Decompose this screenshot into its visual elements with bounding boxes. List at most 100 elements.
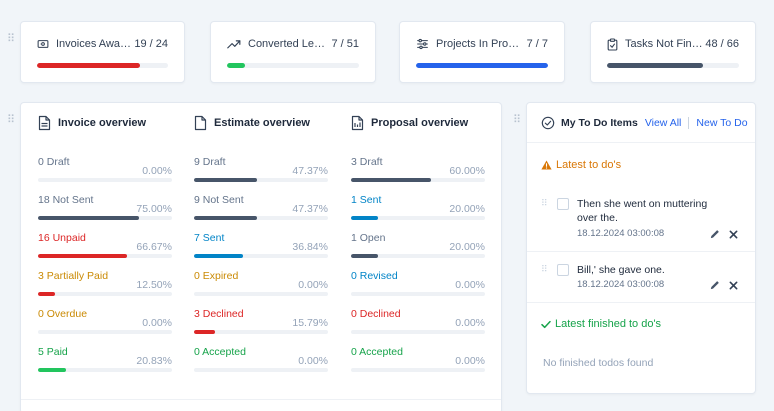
status-row[interactable]: 3 Declined 15.79%	[194, 308, 328, 334]
status-percent: 12.50%	[136, 279, 172, 291]
new-todo-link[interactable]: New To Do	[696, 116, 748, 129]
status-row[interactable]: 0 Revised 0.00%	[351, 270, 485, 296]
divider	[688, 116, 690, 129]
status-progress-bar	[38, 292, 172, 296]
status-progress-bar	[351, 216, 485, 220]
widget-drag-handle[interactable]: ⠿	[513, 113, 521, 126]
status-progress-bar	[351, 178, 485, 182]
status-label: 0 Accepted	[194, 346, 246, 358]
document-icon	[38, 115, 51, 131]
delete-icon[interactable]	[727, 279, 739, 291]
status-progress-bar	[38, 368, 172, 372]
sliders-icon	[417, 38, 428, 50]
stat-card-leads[interactable]: Converted Leads 7 / 51	[210, 21, 376, 83]
status-percent: 20.00%	[449, 241, 485, 253]
estimate-overview-heading[interactable]: Estimate overview	[194, 115, 310, 131]
finance-overview-panel: Invoice overview 0 Draft 0.00% 18 Not Se…	[20, 102, 502, 411]
status-label: 5 Paid	[38, 346, 68, 358]
status-row[interactable]: 7 Sent 36.84%	[194, 232, 328, 258]
status-row[interactable]: 3 Partially Paid 12.50%	[38, 270, 172, 296]
todo-header: My To Do Items View All New To Do	[527, 103, 755, 143]
drag-handle-icon[interactable]: ⠿	[541, 199, 548, 209]
edit-icon[interactable]	[709, 279, 721, 291]
proposal-overview-heading[interactable]: Proposal overview	[351, 115, 468, 131]
status-row[interactable]: 1 Sent 20.00%	[351, 194, 485, 220]
document-text-icon	[351, 115, 364, 131]
status-progress-bar	[194, 216, 328, 220]
finished-todos-heading: Latest finished to do's	[541, 318, 661, 330]
status-label: 0 Overdue	[38, 308, 88, 320]
status-progress-fill	[38, 368, 66, 372]
todo-checkbox[interactable]	[557, 264, 569, 276]
widget-drag-handle[interactable]: ⠿	[7, 113, 15, 126]
status-label: 0 Draft	[38, 156, 70, 168]
status-percent: 66.67%	[136, 241, 172, 253]
status-progress-fill	[38, 254, 128, 258]
invoice-overview-heading[interactable]: Invoice overview	[38, 115, 146, 131]
trending-up-icon	[227, 40, 241, 49]
status-row[interactable]: 0 Overdue 0.00%	[38, 308, 172, 334]
todo-checkbox[interactable]	[557, 198, 569, 210]
status-percent: 0.00%	[298, 355, 328, 367]
status-progress-bar	[351, 254, 485, 258]
status-progress-bar	[351, 368, 485, 372]
status-progress-bar	[38, 330, 172, 334]
status-progress-fill	[194, 178, 258, 182]
divider	[527, 251, 755, 252]
status-label: 9 Not Sent	[194, 194, 244, 206]
status-row[interactable]: 0 Expired 0.00%	[194, 270, 328, 296]
status-progress-fill	[351, 178, 432, 182]
status-label: 1 Open	[351, 232, 386, 244]
status-label: 1 Sent	[351, 194, 382, 206]
stat-count: 19 / 24	[134, 38, 168, 50]
status-label: 0 Expired	[194, 270, 239, 282]
status-percent: 36.84%	[292, 241, 328, 253]
check-icon	[541, 320, 551, 328]
status-row[interactable]: 0 Draft 0.00%	[38, 156, 172, 182]
status-progress-bar	[38, 178, 172, 182]
status-progress-fill	[38, 292, 55, 296]
status-progress-bar	[351, 292, 485, 296]
todo-date: 18.12.2024 03:00:08	[577, 228, 665, 239]
widget-drag-handle[interactable]: ⠿	[7, 32, 15, 45]
status-progress-fill	[194, 254, 244, 258]
status-row[interactable]: 0 Accepted 0.00%	[351, 346, 485, 372]
status-percent: 0.00%	[455, 317, 485, 329]
clipboard-check-icon	[607, 37, 618, 51]
stat-progress-bar	[416, 63, 548, 68]
todo-panel: My To Do Items View All New To Do Latest…	[526, 102, 756, 394]
stat-card-invoices[interactable]: Invoices Awaiting Payment 19 / 24	[20, 21, 185, 83]
status-progress-bar	[351, 330, 485, 334]
status-row[interactable]: 1 Open 20.00%	[351, 232, 485, 258]
stat-progress-fill	[37, 63, 141, 68]
warning-icon	[541, 160, 552, 170]
status-row[interactable]: 0 Accepted 0.00%	[194, 346, 328, 372]
status-row[interactable]: 18 Not Sent 75.00%	[38, 194, 172, 220]
status-progress-bar	[38, 216, 172, 220]
todo-date: 18.12.2024 03:00:08	[577, 279, 665, 290]
stat-card-tasks[interactable]: Tasks Not Finished 48 / 66	[590, 21, 756, 83]
view-all-link[interactable]: View All	[644, 116, 682, 129]
status-row[interactable]: 9 Draft 47.37%	[194, 156, 328, 182]
status-row[interactable]: 0 Declined 0.00%	[351, 308, 485, 334]
stat-card-projects[interactable]: Projects In Progress 7 / 7	[399, 21, 565, 83]
latest-todos-heading: Latest to do's	[541, 159, 621, 171]
check-circle-icon	[541, 116, 555, 129]
edit-icon[interactable]	[709, 228, 721, 240]
status-progress-fill	[194, 330, 216, 334]
status-progress-bar	[194, 178, 328, 182]
status-label: 18 Not Sent	[38, 194, 94, 206]
status-row[interactable]: 5 Paid 20.83%	[38, 346, 172, 372]
stat-count: 7 / 51	[331, 38, 359, 50]
status-row[interactable]: 16 Unpaid 66.67%	[38, 232, 172, 258]
stat-progress-bar	[607, 63, 739, 68]
status-row[interactable]: 3 Draft 60.00%	[351, 156, 485, 182]
stat-label: Invoices Awaiting Payment	[56, 38, 132, 50]
status-label: 0 Accepted	[351, 346, 403, 358]
todo-text: Bill,' she gave one.	[577, 264, 665, 276]
delete-icon[interactable]	[727, 228, 739, 240]
drag-handle-icon[interactable]: ⠿	[541, 265, 548, 275]
status-row[interactable]: 9 Not Sent 47.37%	[194, 194, 328, 220]
status-percent: 0.00%	[298, 279, 328, 291]
status-label: 0 Revised	[351, 270, 398, 282]
